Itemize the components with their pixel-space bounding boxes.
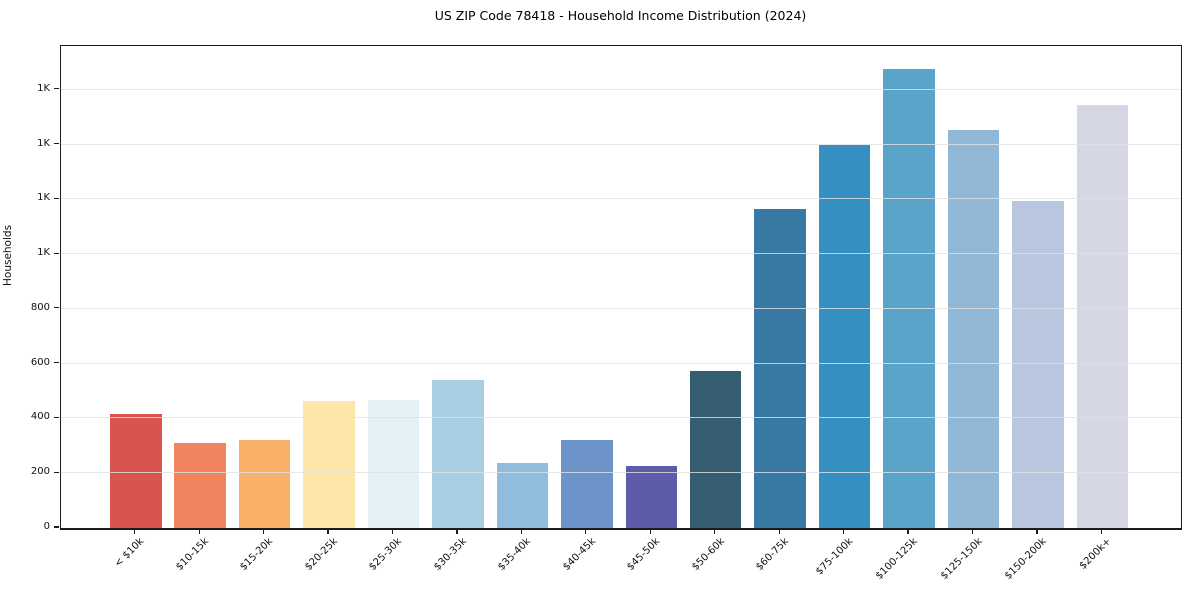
x-tick-label-text: $200k+ <box>1077 536 1114 572</box>
bar <box>1012 200 1064 528</box>
x-tick-mark <box>714 529 716 534</box>
x-tick-mark <box>585 529 587 534</box>
x-tick-mark <box>198 529 200 534</box>
gridline <box>61 417 1181 419</box>
y-tick-mark <box>54 142 59 145</box>
x-tick-mark <box>649 529 651 534</box>
x-tick-label-text: $125-150k <box>938 536 985 582</box>
bar <box>625 466 678 528</box>
x-tick-label-text: $20-25k <box>302 536 340 573</box>
y-tick-label: 1K <box>37 82 50 94</box>
x-tick-label-text: $15-20k <box>238 536 276 573</box>
x-tick-mark <box>907 529 909 534</box>
y-tick-label: 0 <box>43 521 50 532</box>
bar <box>109 413 162 528</box>
y-tick-label: 400 <box>30 411 50 423</box>
x-tick-label-text: $100-125k <box>873 536 920 582</box>
y-tick-label: 800 <box>30 301 50 313</box>
x-tick-mark <box>1100 529 1102 534</box>
y-tick-label: 600 <box>30 356 50 368</box>
bar <box>174 443 226 528</box>
bar <box>1076 104 1129 528</box>
bar <box>238 440 291 528</box>
x-tick-label-text: $25-30k <box>367 536 405 573</box>
x-tick-mark <box>456 529 458 534</box>
gridline <box>61 362 1181 364</box>
x-tick-mark <box>327 529 329 534</box>
bar <box>432 380 484 528</box>
y-tick-mark <box>54 252 59 254</box>
y-tick-mark <box>54 88 59 90</box>
bar <box>689 370 742 528</box>
x-tick-mark <box>520 529 522 534</box>
gridline <box>61 307 1181 309</box>
plot-area <box>60 45 1182 530</box>
gridline <box>61 88 1181 90</box>
bar <box>367 399 420 528</box>
y-tick-label: 1K <box>37 137 50 149</box>
bar <box>561 440 613 528</box>
gridline <box>61 198 1181 200</box>
y-tick-mark <box>54 362 59 364</box>
x-tick-label-text: $150-200k <box>1002 536 1049 582</box>
y-tick-mark <box>54 471 59 473</box>
x-tick-mark <box>778 529 780 534</box>
y-tick-label: 200 <box>30 466 50 478</box>
x-tick-label-text: $50-60k <box>689 536 727 573</box>
x-tick-label-text: $35-40k <box>496 536 534 573</box>
y-tick-mark <box>54 307 59 309</box>
x-tick-label-text: $10-15k <box>174 536 211 573</box>
bar <box>947 129 1000 528</box>
bar <box>754 208 806 528</box>
bar <box>303 401 355 528</box>
gridline <box>61 472 1181 474</box>
x-tick-mark <box>1036 529 1038 534</box>
x-tick-label-text: $45-50k <box>625 536 663 573</box>
x-tick-label-text: $30-35k <box>431 536 469 573</box>
x-tick-label-text: $60-75k <box>754 536 791 573</box>
gridline <box>61 253 1181 255</box>
bar <box>883 69 935 528</box>
y-tick-label: 1K <box>37 192 50 204</box>
y-tick-mark <box>54 197 59 199</box>
x-tick-mark <box>391 529 394 534</box>
chart-title: US ZIP Code 78418 - Household Income Dis… <box>434 8 807 23</box>
x-tick-label-text: $40-45k <box>560 536 598 573</box>
y-tick-label: 1K <box>37 247 50 259</box>
bar <box>496 462 549 528</box>
x-tick-mark <box>971 529 974 534</box>
x-tick-label-text: < $10k <box>112 536 147 570</box>
x-tick-mark <box>134 529 136 534</box>
x-tick-mark <box>843 529 845 534</box>
x-tick-label-text: $75-100k <box>813 536 856 578</box>
y-tick-mark <box>54 526 59 528</box>
y-tick-mark <box>54 416 59 419</box>
bar <box>818 144 871 528</box>
x-tick-mark <box>263 529 265 534</box>
gridline <box>61 143 1181 145</box>
